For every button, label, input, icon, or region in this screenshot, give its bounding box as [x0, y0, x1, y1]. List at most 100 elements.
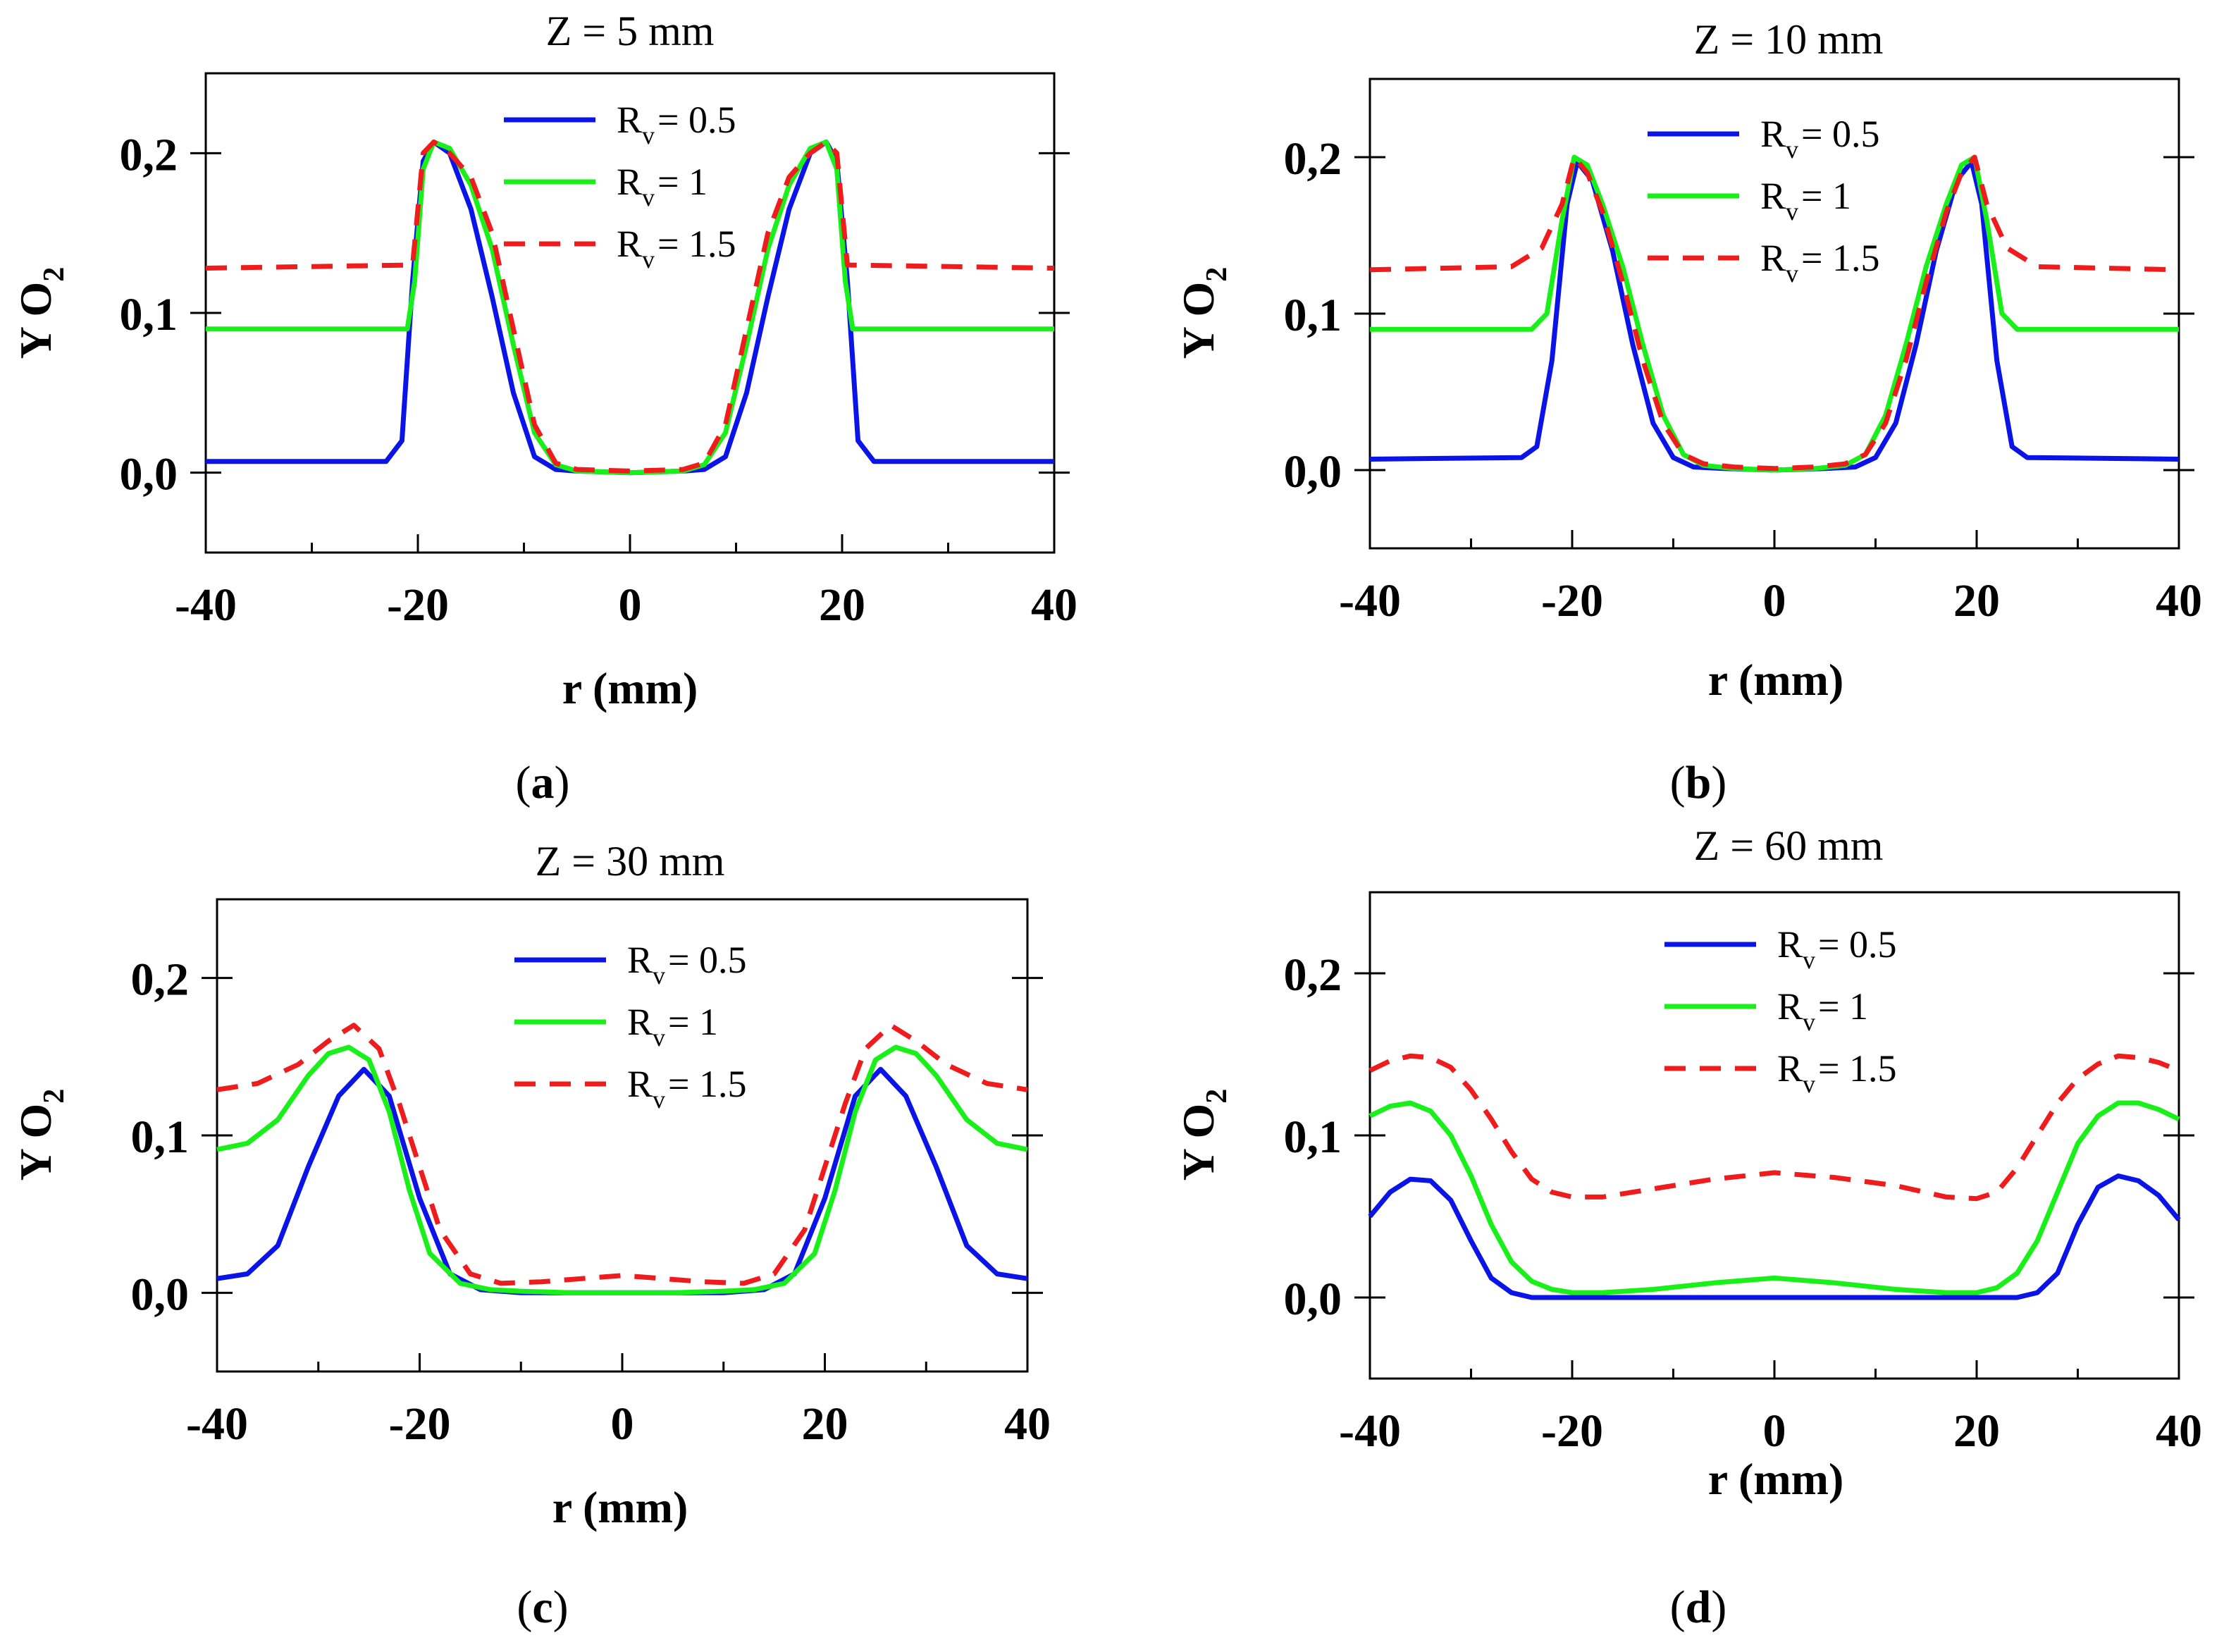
legend-label-main: R: [1777, 985, 1803, 1028]
panel-b-x-axis-label: r (mm): [1708, 655, 1844, 705]
panel-a-legend-label-2: Rv= 1: [617, 161, 708, 211]
panel-c-x-axis-label: r (mm): [552, 1482, 688, 1532]
legend-label-value: = 0.5: [1818, 923, 1896, 966]
panel-d-title: Z = 60 mm: [1694, 822, 1884, 869]
legend-label-value: = 1.5: [1801, 237, 1879, 279]
panel-d-x-tick-label: 0: [1763, 1405, 1786, 1457]
legend-label-main: R: [1760, 237, 1786, 279]
panel-d-legend-label-2: Rv= 1: [1777, 985, 1868, 1036]
panel-c-y-axis-label-sub: 2: [38, 1089, 70, 1104]
panel-c-frame: [216, 898, 1029, 1373]
panel-d-y-axis-label: Y O2: [1173, 1089, 1233, 1181]
legend-label-value: = 1.5: [668, 1063, 746, 1105]
legend-label-value: = 1: [1818, 985, 1868, 1028]
panel-a-x-axis-label: r (mm): [562, 663, 698, 713]
panel-b-legend-label-2: Rv= 1: [1760, 175, 1851, 226]
panel-a-y-tick-label: 0,1: [120, 289, 178, 340]
panel-c-title: Z = 30 mm: [536, 838, 725, 884]
panel-a-y-axis-label-sub: 2: [38, 267, 70, 282]
panel-b-legend-label-1: Rv= 0.5: [1760, 113, 1880, 164]
panel-c-caption-letter: c: [532, 1582, 552, 1633]
panel-c-x-tick-label: -40: [186, 1398, 248, 1450]
panel-c-y-axis-label-main: Y O: [11, 1104, 61, 1181]
panel-c-y-axis-label: Y O2: [11, 1089, 70, 1181]
legend-label-sub: v: [642, 121, 655, 149]
panel-d-x-tick-label: -20: [1541, 1405, 1603, 1457]
legend-label-sub: v: [1803, 1008, 1815, 1036]
panel-b-plot-area: -40 -20 0 20 400,00,10,2 Rv= 0.5Rv= 1Rv= 1.5: [1284, 78, 2202, 627]
panel-d-caption: (d): [1670, 1582, 1727, 1633]
panel-a-series-3-line: [205, 140, 1055, 474]
panel-c-legend-label-1: Rv= 0.5: [627, 939, 747, 990]
panel-c-x-tick-label: 20: [802, 1398, 848, 1450]
legend-label-sub: v: [1803, 1070, 1815, 1098]
panel-a-legend-label-3: Rv= 1.5: [617, 223, 736, 273]
panel-d-series-1-line: [1368, 1173, 2181, 1300]
legend-label-main: R: [1777, 923, 1803, 966]
panel-d-x-tick-label: 40: [2156, 1405, 2202, 1457]
panel-c-y-tick-label: 0,2: [131, 954, 190, 1006]
panel-d-frame: [1369, 891, 2180, 1380]
panel-a-x-tick-label: 0: [619, 579, 642, 631]
legend-label-value: = 0.5: [1801, 113, 1879, 155]
legend-label-main: R: [617, 161, 642, 203]
legend-label-sub: v: [653, 1023, 665, 1052]
panel-b-x-tick-label: -20: [1541, 575, 1603, 627]
panel-d-y-axis-label-sub: 2: [1201, 1089, 1233, 1104]
panel-b-x-tick-label: 20: [1953, 575, 2000, 627]
panel-a-x-tick-label: 40: [1031, 579, 1077, 631]
legend-label-sub: v: [1803, 946, 1815, 974]
panel-a-plot-area: -40 -20 0 20 400,00,10,2Rv= 0.5Rv= 1Rv= 1.5: [120, 72, 1077, 631]
panel-a-caption-letter: a: [531, 757, 555, 808]
panel-c-legend-label-2: Rv= 1: [627, 1001, 718, 1052]
panel-a-frame: [204, 72, 1056, 554]
panel-c-y-tick-label: 0,0: [131, 1269, 190, 1320]
panel-d-legend-label-3: Rv= 1.5: [1777, 1047, 1897, 1098]
legend-label-main: R: [627, 939, 653, 981]
panel-d-series-3-line: [1369, 1053, 2180, 1202]
panel-a: Z = 5 mm -40 -20 0 20 400,00,10,2Rv= 0.5Rv= …: [11, 8, 1077, 808]
panel-d-y-tick-label: 0,0: [1284, 1274, 1342, 1325]
legend-label-main: R: [1760, 113, 1786, 155]
panel-a-y-tick-label: 0,0: [120, 449, 178, 500]
panel-d-x-tick-label: -40: [1339, 1405, 1401, 1457]
legend-label-sub: v: [642, 183, 655, 211]
panel-a-y-axis-label-main: Y O: [11, 282, 61, 359]
panel-d-y-tick-label: 0,1: [1284, 1111, 1342, 1163]
panel-c-series-1-line: [216, 1066, 1028, 1295]
panel-b-title: Z = 10 mm: [1694, 16, 1884, 63]
panel-b-y-tick-label: 0,2: [1284, 133, 1342, 185]
panel-a-legend-label-1: Rv= 0.5: [617, 99, 736, 149]
panel-a-y-tick-label: 0,2: [120, 129, 178, 180]
panel-b-x-tick-label: 0: [1763, 575, 1786, 627]
legend-label-value: = 1: [1801, 175, 1851, 217]
legend-label-main: R: [1777, 1047, 1803, 1090]
panel-c-legend-label-3: Rv= 1.5: [627, 1063, 747, 1114]
panel-d-legend-label-1: Rv= 0.5: [1777, 923, 1897, 974]
legend-label-value: = 0.5: [657, 99, 736, 141]
legend-label-main: R: [1760, 175, 1786, 217]
legend-label-sub: v: [653, 1085, 665, 1114]
panel-b-y-axis-label-main: Y O: [1173, 282, 1223, 359]
legend-label-value: = 1.5: [657, 223, 736, 265]
panel-d-plot-area: -40 -20 0 20 400,00,10,2Rv= 0.5Rv= 1Rv= 1.5: [1284, 891, 2202, 1457]
legend-label-value: = 1: [668, 1001, 718, 1043]
legend-label-sub: v: [1786, 259, 1798, 288]
legend-label-sub: v: [1786, 197, 1798, 226]
panel-c-series-2-line: [216, 1044, 1028, 1295]
panel-b-y-tick-label: 0,1: [1284, 290, 1342, 341]
panel-c-series-3-line: [216, 1023, 1028, 1286]
legend-label-sub: v: [1786, 135, 1798, 164]
legend-label-value: = 1: [657, 161, 708, 203]
panel-d-x-tick-label: 20: [1953, 1405, 2000, 1457]
panel-c-caption: (c): [517, 1582, 568, 1633]
panel-b-y-axis-label-sub: 2: [1201, 267, 1233, 282]
panel-a-x-tick-label: 20: [819, 579, 865, 631]
panel-c-y-tick-label: 0,1: [131, 1111, 190, 1163]
panel-b-caption-letter: b: [1686, 757, 1712, 808]
panel-d-x-axis-label: r (mm): [1708, 1454, 1844, 1504]
panel-b-caption: (b): [1670, 757, 1727, 808]
panel-a-x-tick-label: -40: [175, 579, 237, 631]
legend-label-value: = 1.5: [1818, 1047, 1896, 1090]
legend-label-main: R: [617, 223, 642, 265]
